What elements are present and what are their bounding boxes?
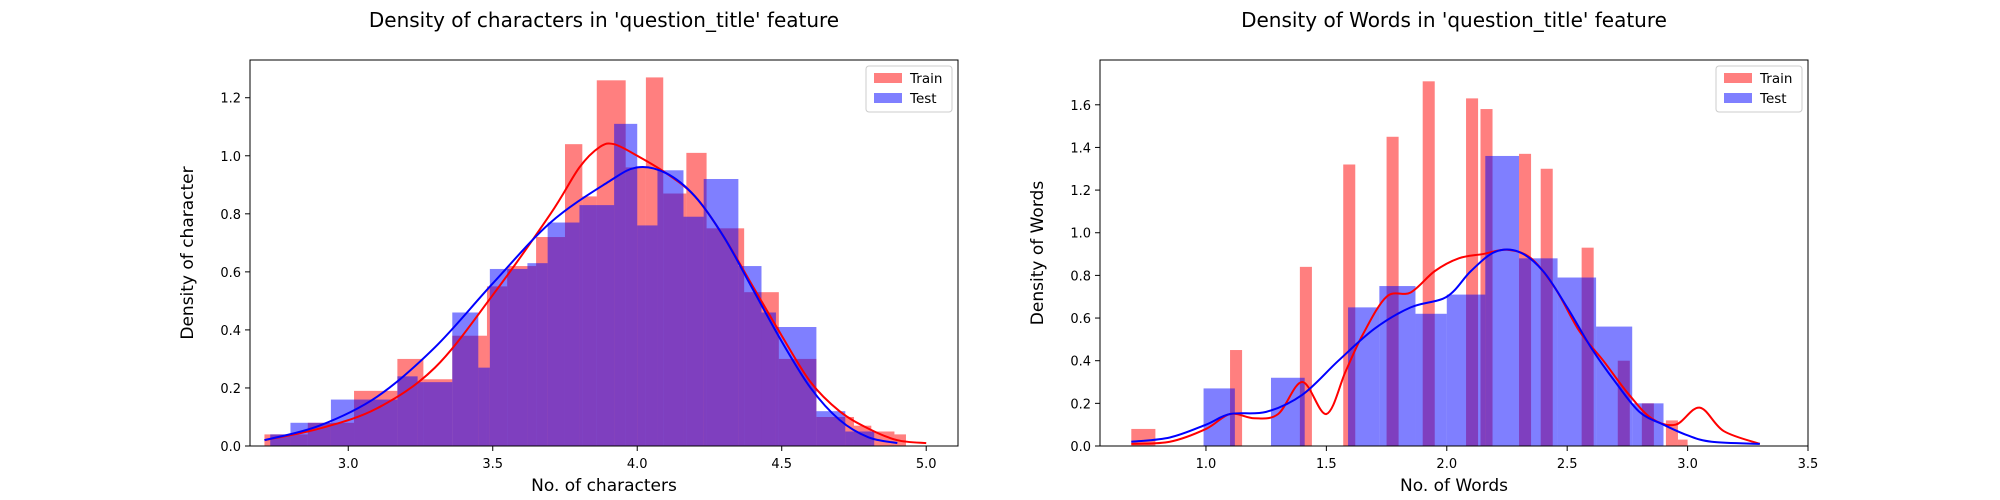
chart-1-y-tick-label: 1.2 xyxy=(1070,184,1091,199)
chart-1-y-tick-label: 0.4 xyxy=(1070,355,1091,370)
chart-0-x-axis-label: No. of characters xyxy=(531,476,677,496)
chart-0-test-bar xyxy=(527,263,548,446)
chart-1-x-tick-label: 3.5 xyxy=(1798,457,1819,472)
chart-0-test-bar xyxy=(417,382,453,446)
chart-0-x-tick-label: 3.5 xyxy=(482,457,503,472)
chart-0-test-bar xyxy=(579,205,615,446)
chart-1-test-bar xyxy=(1348,307,1380,446)
chart-1-x-tick-label: 2.0 xyxy=(1436,457,1457,472)
chart-1-legend-swatch-train xyxy=(1724,73,1752,83)
chart-0-test-bar xyxy=(816,411,846,446)
chart-0-test-bar xyxy=(657,170,684,447)
chart-1-test-bar xyxy=(1485,155,1520,446)
chart-0-y-tick-label: 1.0 xyxy=(220,150,241,165)
chart-1-test-bar xyxy=(1596,326,1633,446)
chart-0-axes-frame xyxy=(249,59,959,447)
chart-0-test-bar xyxy=(637,225,658,446)
chart-1-train-bar xyxy=(1677,439,1688,446)
chart-1-y-tick-label: 0.8 xyxy=(1070,269,1091,284)
chart-1-test-bar xyxy=(1446,294,1486,446)
chart-0-y-tick-label: 0.0 xyxy=(220,440,241,455)
chart-0-test-kde-line xyxy=(264,165,898,445)
chart-0-test-bar xyxy=(397,376,418,446)
chart-0-test-bar xyxy=(270,434,291,446)
chart-1-y-tick-label: 0.0 xyxy=(1070,440,1091,455)
chart-0-legend-swatch-train xyxy=(874,73,902,83)
chart-0-test-bar xyxy=(614,123,638,447)
chart-1-x-tick-label: 1.0 xyxy=(1196,457,1217,472)
chart-1-legend: Train Test xyxy=(1715,65,1803,113)
chart-1-test-bar xyxy=(1415,313,1447,446)
chart-0-legend-label-train: Train xyxy=(909,71,942,87)
chart-1-title: Density of Words in 'question_title' fea… xyxy=(1241,8,1667,32)
chart-0-test-bar xyxy=(738,266,762,446)
chart-0-x-tick-label: 4.5 xyxy=(771,457,792,472)
chart-0-x-tick-label: 5.0 xyxy=(916,457,937,472)
chart-0-x-tick-label: 4.0 xyxy=(627,457,648,472)
chart-1-x-tick-label: 1.5 xyxy=(1316,457,1337,472)
chart-0-y-tick-label: 0.8 xyxy=(220,208,241,223)
chart-1-test-bar xyxy=(1379,286,1416,446)
chart-1-test-bar xyxy=(1519,258,1558,446)
chart-0-title: Density of characters in 'question_title… xyxy=(369,8,839,32)
right-chart: 1.0 1.5 2.0 2.5 3.0 3.5 0.0 0.2 0.4 0.6 0.8 1.0 1.2 1… xyxy=(1028,8,1818,496)
chart-0-test-bar xyxy=(703,178,739,446)
chart-1-y-tick-label: 0.6 xyxy=(1070,312,1091,327)
chart-0-legend-swatch-test xyxy=(874,93,902,103)
chart-0-test-bar xyxy=(478,367,490,446)
chart-0-y-tick-label: 0.4 xyxy=(220,324,241,339)
left-chart: 3.0 3.5 4.0 4.5 5.0 0.0 0.2 0.4 0.6 0.8 1.0 1.2 Dens… xyxy=(178,8,959,496)
chart-1-x-tick-label: 3.0 xyxy=(1677,457,1698,472)
chart-0-legend-label-test: Test xyxy=(909,91,937,107)
chart-0-y-axis-label: Density of character xyxy=(178,166,198,339)
chart-1-y-tick-label: 1.6 xyxy=(1070,99,1091,114)
chart-0-x-tick-label: 3.0 xyxy=(338,457,359,472)
chart-0-test-bar xyxy=(761,312,776,446)
chart-1-legend-label-train: Train xyxy=(1759,71,1792,87)
chart-0-test-bar xyxy=(547,222,580,446)
chart-0-y-tick-label: 1.2 xyxy=(220,92,241,107)
chart-1-y-tick-label: 0.2 xyxy=(1070,397,1091,412)
chart-1-legend-swatch-test xyxy=(1724,93,1752,103)
chart-0-test-bar xyxy=(845,431,875,446)
chart-0-test-bar xyxy=(489,268,528,446)
chart-1-series-test-bars xyxy=(1203,155,1664,446)
chart-1-x-tick-label: 2.5 xyxy=(1557,457,1578,472)
chart-1-axes-frame xyxy=(1099,59,1809,447)
chart-1-y-tick-label: 1.4 xyxy=(1070,141,1091,156)
chart-1-y-axis-label: Density of Words xyxy=(1028,181,1048,326)
chart-1-test-bar xyxy=(1270,377,1305,446)
chart-1-test-kde-line xyxy=(1131,248,1760,445)
chart-1-test-bar xyxy=(1557,277,1597,446)
chart-1-legend-label-test: Test xyxy=(1759,91,1787,107)
chart-0-legend: Train Test xyxy=(865,65,953,113)
chart-0-y-tick-label: 0.2 xyxy=(220,382,241,397)
chart-1-y-tick-label: 1.0 xyxy=(1070,227,1091,242)
chart-0-test-bar xyxy=(452,312,479,446)
chart-1-x-axis-label: No. of Words xyxy=(1400,476,1508,496)
chart-0-y-tick-label: 0.6 xyxy=(220,266,241,281)
chart-0-test-bar xyxy=(683,216,704,446)
chart-0-train-kde-line xyxy=(264,142,927,445)
chart-1-train-kde-line xyxy=(1131,248,1761,445)
chart-0-test-bar xyxy=(368,399,398,446)
chart-0-series-test-bars xyxy=(270,123,875,447)
